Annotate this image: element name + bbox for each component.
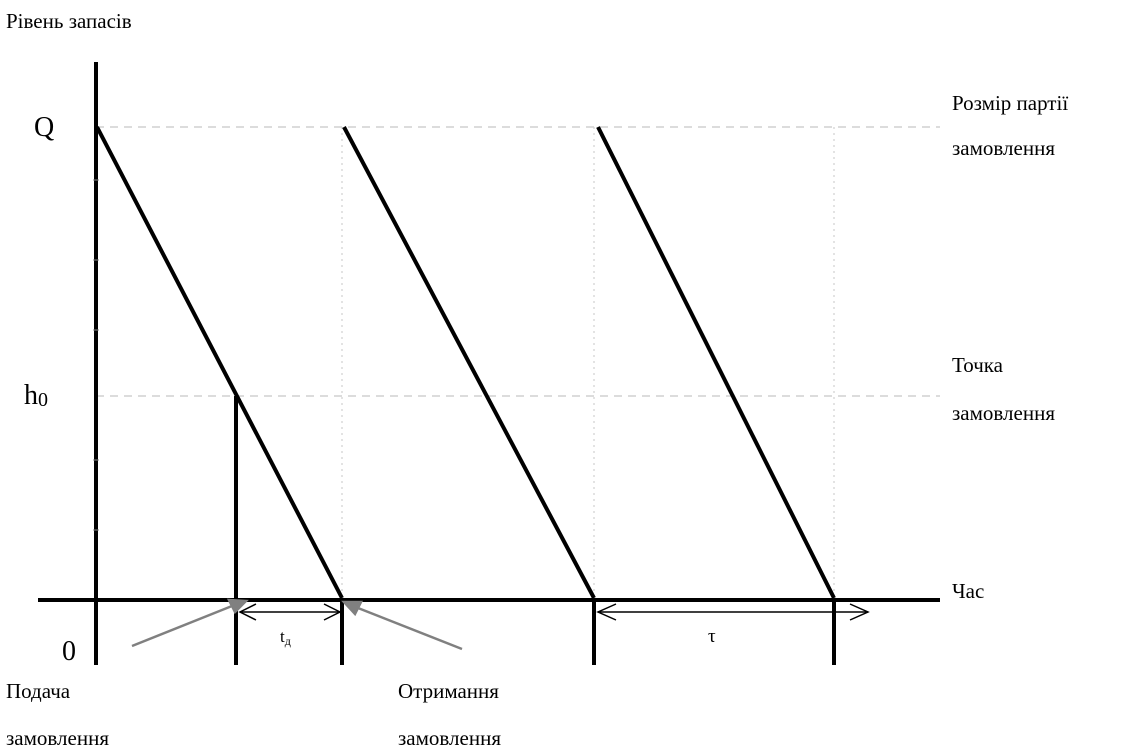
depletion-line-1 <box>95 126 344 599</box>
order-receipt-pointer <box>357 606 463 651</box>
origin-label: 0 <box>62 636 76 667</box>
order-placement-label-line1: Подача <box>6 679 71 703</box>
h-subscript: 0 <box>38 389 48 411</box>
lead-time-t: t <box>280 627 285 646</box>
y-axis-label: Рівень запасів <box>6 9 132 33</box>
batch-size-label-line1: Розмір партії <box>952 91 1068 115</box>
order-placement-pointer <box>131 604 233 648</box>
cycle-label: τ <box>708 626 716 647</box>
depletion-line-2 <box>342 126 596 599</box>
cycle-arrow <box>596 603 870 621</box>
lead-time-subscript: д <box>285 634 291 648</box>
x-axis-label: Час <box>952 579 984 603</box>
cycle-boundary-ticks <box>340 600 836 665</box>
batch-size-label-line2: замовлення <box>952 136 1055 160</box>
h-label: h <box>24 380 38 411</box>
depletion-line-3 <box>596 126 836 599</box>
q-label: Q <box>34 112 54 143</box>
depletion-lines <box>95 126 836 599</box>
reorder-point-label-line1: Точка <box>952 353 1004 377</box>
lead-time-arrow <box>238 603 342 621</box>
reorder-point-label-line2: замовлення <box>952 401 1055 425</box>
vertical-dotted-guides <box>341 127 835 600</box>
h0-label: h0 <box>24 380 48 411</box>
y-axis-ticks <box>93 179 99 531</box>
order-receipt-label-line2: замовлення <box>398 726 501 749</box>
pointer-arrows <box>131 598 463 651</box>
order-placement-label-line2: замовлення <box>6 726 109 749</box>
lead-time-label: tд <box>280 627 291 648</box>
order-receipt-label-line1: Отримання <box>398 679 499 703</box>
guide-lines <box>96 126 940 397</box>
